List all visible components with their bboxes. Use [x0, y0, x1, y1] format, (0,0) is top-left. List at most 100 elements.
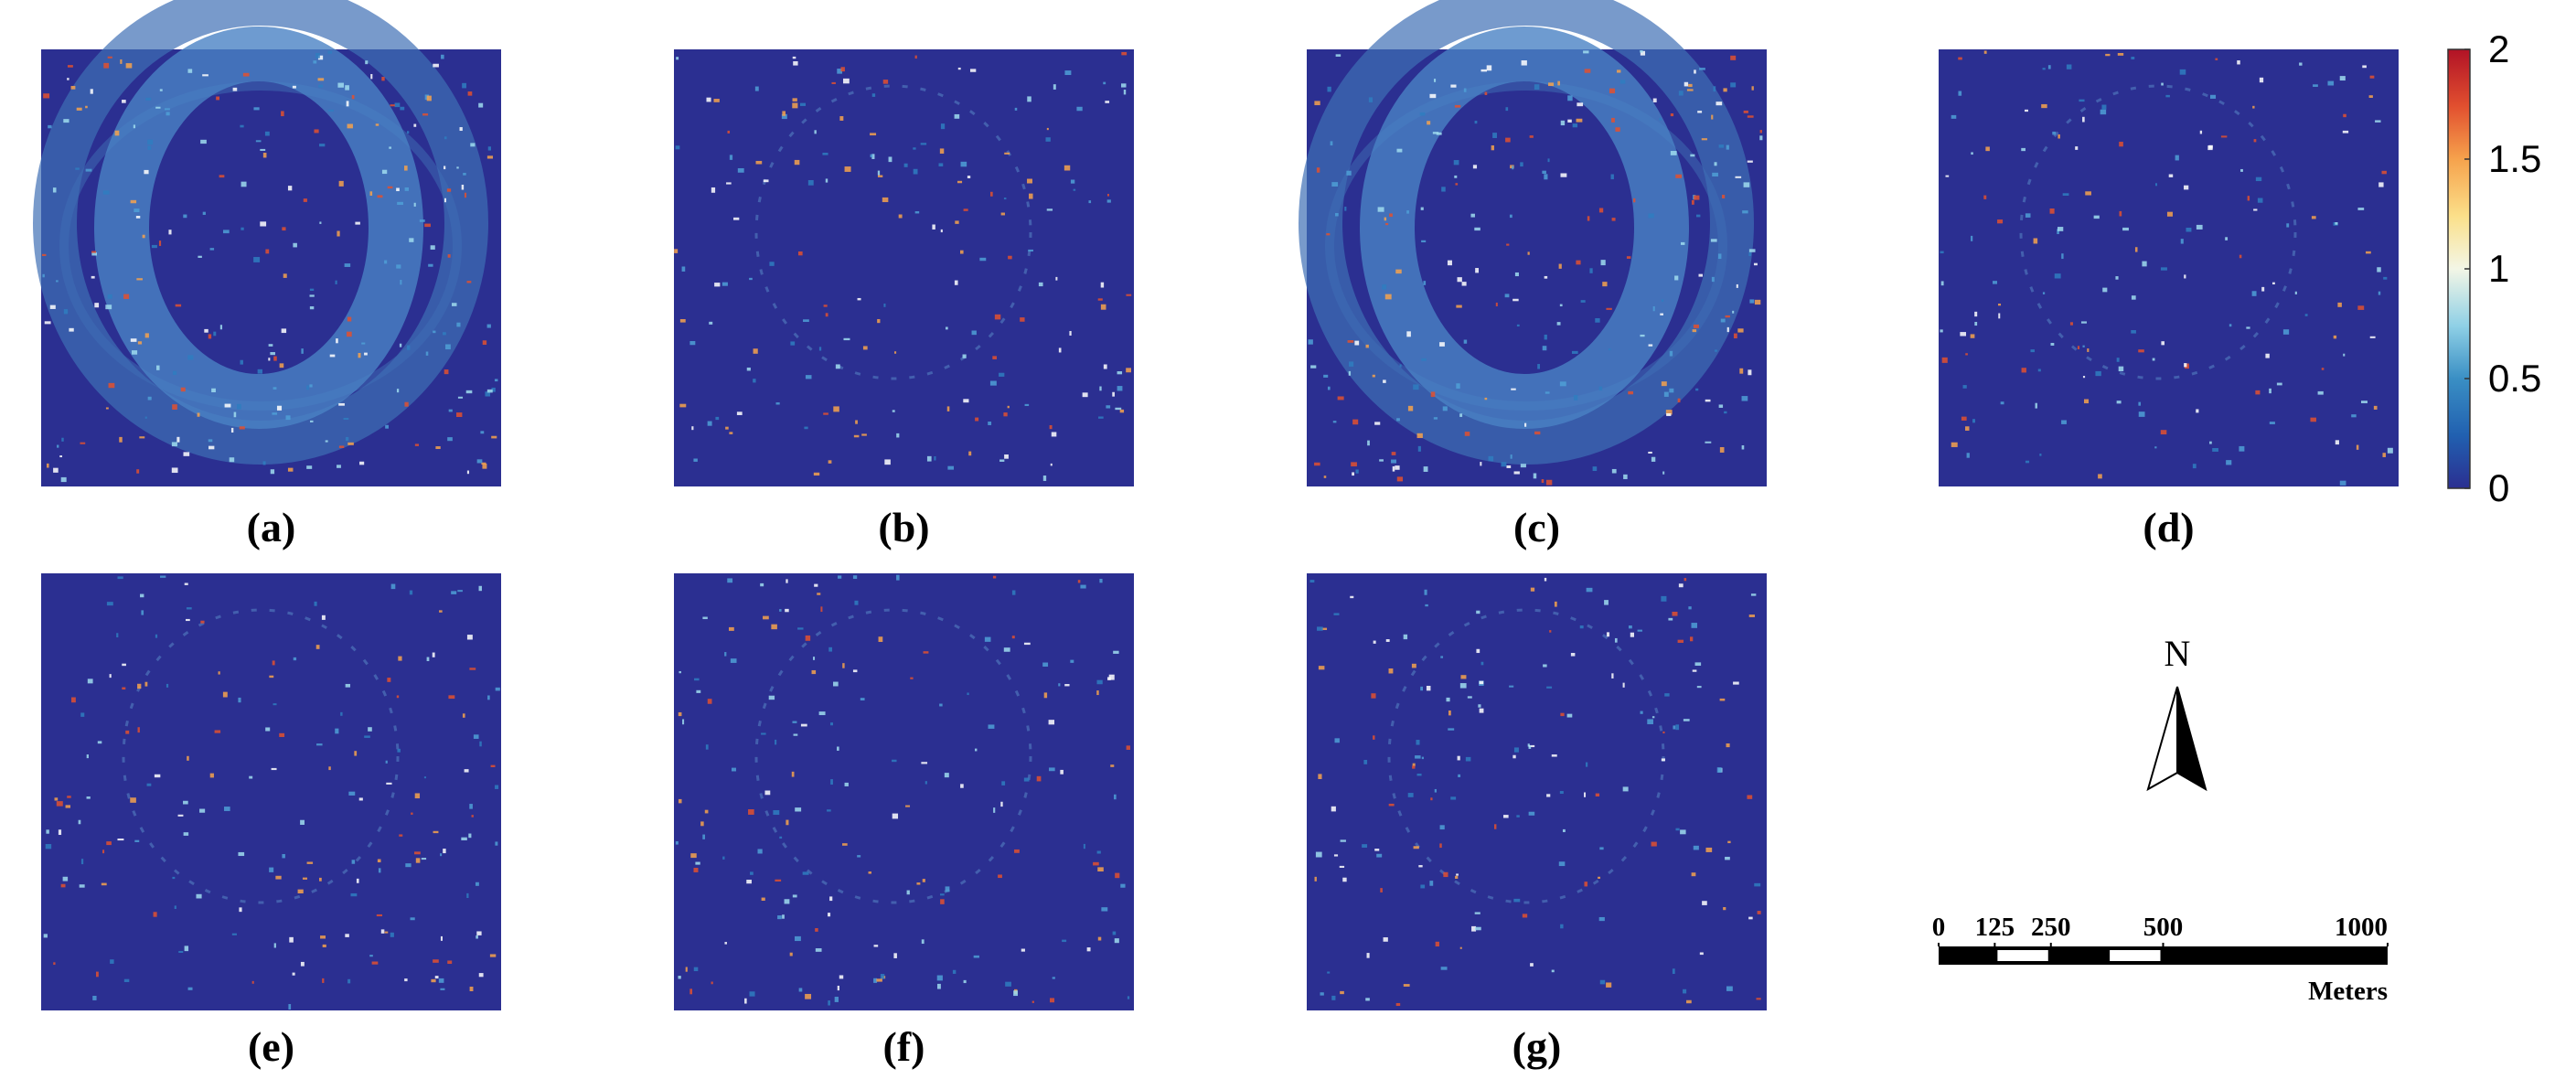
speckle — [2117, 52, 2124, 56]
speckle — [1661, 758, 1665, 762]
speckle — [1648, 213, 1654, 219]
speckle — [1448, 710, 1451, 716]
speckle — [1371, 693, 1376, 699]
speckle — [361, 342, 366, 345]
speckle — [880, 974, 885, 979]
speckle — [1972, 419, 1976, 423]
speckle — [1695, 214, 1701, 218]
speckle — [690, 853, 697, 859]
speckle — [2373, 405, 2378, 410]
speckle — [1399, 364, 1402, 368]
speckle — [102, 190, 110, 195]
speckle — [1327, 971, 1331, 974]
speckle — [272, 660, 275, 666]
speckle — [1412, 763, 1416, 767]
speckle — [1966, 453, 1970, 458]
speckle — [1423, 281, 1427, 285]
speckle — [495, 687, 500, 691]
speckle — [1544, 577, 1547, 582]
speckle — [892, 410, 895, 412]
speckle — [1331, 182, 1339, 187]
stadium-outline — [2019, 84, 2297, 380]
speckle — [233, 411, 237, 418]
speckle — [1126, 294, 1132, 296]
speckle — [1743, 110, 1748, 113]
speckle — [185, 618, 190, 622]
speckle — [1619, 80, 1626, 84]
speckle — [1736, 283, 1738, 288]
speckle — [1331, 806, 1336, 812]
speckle — [2382, 453, 2386, 457]
speckle — [709, 321, 713, 325]
speckle — [1348, 370, 1352, 376]
speckle — [689, 340, 696, 346]
speckle — [1750, 593, 1757, 596]
speckle — [2357, 208, 2365, 210]
speckle — [1506, 243, 1510, 246]
speckle — [209, 773, 214, 778]
speckle — [2066, 64, 2072, 69]
speckle — [913, 168, 918, 175]
speckle — [1476, 610, 1480, 614]
speckle — [694, 678, 700, 681]
speckle — [131, 350, 138, 355]
speckle — [1470, 213, 1475, 218]
speckle — [251, 980, 254, 984]
speckle — [1439, 825, 1445, 830]
speckle — [771, 624, 777, 630]
speckle — [1640, 334, 1645, 337]
speckle — [1513, 747, 1519, 753]
speckle — [1714, 349, 1717, 352]
speckle — [60, 476, 67, 483]
speckle — [106, 841, 112, 846]
speckle — [90, 89, 93, 94]
speckle — [1970, 334, 1975, 338]
speckle — [1549, 630, 1552, 633]
speckle — [1351, 462, 1357, 467]
speckle — [314, 129, 319, 134]
speckle — [1335, 213, 1339, 217]
speckle — [1598, 386, 1603, 391]
map-panel — [674, 49, 1134, 486]
speckle — [43, 934, 48, 938]
map-background — [41, 573, 501, 1010]
speckle — [459, 127, 463, 132]
speckle — [1126, 745, 1130, 750]
speckle — [186, 607, 192, 610]
speckle — [1460, 675, 1467, 679]
speckle — [1998, 313, 2001, 319]
stadium-ring — [1299, 0, 1754, 465]
speckle — [967, 176, 971, 178]
speckle — [2339, 480, 2346, 486]
speckle — [1362, 844, 1368, 848]
speckle — [2362, 65, 2367, 69]
speckle — [139, 436, 145, 439]
speckle — [921, 939, 925, 945]
speckle — [222, 230, 230, 234]
speckle — [992, 356, 997, 359]
speckle — [1611, 673, 1614, 679]
scale-bar-label: 500 — [2143, 913, 2184, 942]
speckle — [273, 387, 277, 390]
stadium-ring — [94, 27, 423, 429]
speckle — [345, 683, 351, 688]
speckle — [435, 446, 441, 450]
speckle — [1049, 998, 1055, 1003]
speckle — [1672, 611, 1678, 616]
speckle — [309, 294, 315, 297]
speckle — [394, 102, 401, 108]
speckle — [1562, 828, 1566, 833]
speckle — [861, 433, 867, 436]
speckle — [114, 130, 120, 136]
speckle — [827, 809, 831, 812]
speckle — [1099, 578, 1103, 583]
speckle — [346, 101, 349, 107]
speckle — [1688, 83, 1693, 88]
speckle — [130, 199, 137, 204]
speckle — [1100, 304, 1106, 310]
speckle — [2225, 237, 2229, 240]
speckle — [1046, 127, 1049, 131]
speckle — [1693, 324, 1699, 328]
speckle — [97, 741, 102, 744]
speckle — [2253, 208, 2258, 211]
